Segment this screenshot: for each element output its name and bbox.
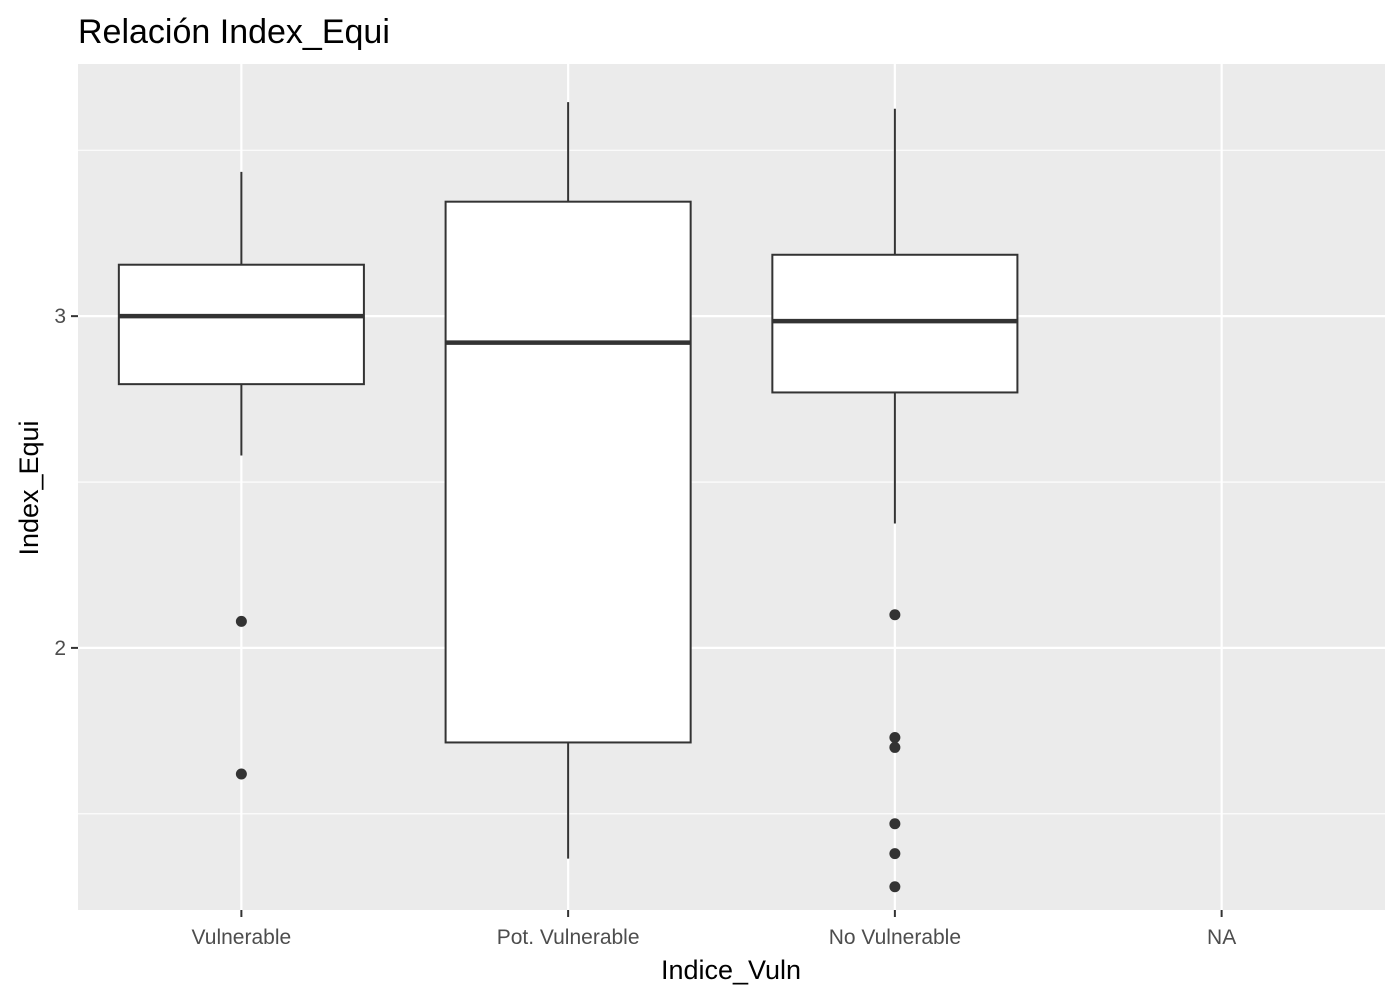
y-tick-label: 2: [54, 637, 66, 660]
outlier-point: [235, 615, 247, 627]
x-tick-label: Vulnerable: [192, 926, 292, 949]
outlier-point: [889, 731, 901, 743]
x-tick-label: NA: [1207, 926, 1236, 949]
outlier-point: [889, 609, 901, 621]
outlier-point: [889, 881, 901, 893]
y-tick-label: 3: [54, 305, 66, 328]
x-axis: Vulnerable Pot. Vulnerable No Vulnerable NA: [192, 910, 1236, 949]
x-axis-title: Indice_Vuln: [661, 955, 801, 985]
y-axis: 23: [54, 305, 78, 660]
x-tick-label: No Vulnerable: [829, 926, 961, 949]
plot-panel: [78, 64, 1385, 910]
box: [444, 200, 692, 744]
chart-title: Relación Index_Equi: [78, 13, 390, 51]
box: [117, 263, 365, 386]
outlier-point: [889, 848, 901, 860]
minor-gridlines: [78, 149, 1385, 815]
y-axis-title: Index_Equi: [14, 420, 44, 555]
box: [771, 253, 1019, 394]
outlier-point: [889, 741, 901, 753]
outlier-point: [235, 768, 247, 780]
box-marks: [117, 102, 1019, 893]
outlier-point: [889, 818, 901, 830]
x-tick-label: Pot. Vulnerable: [497, 926, 640, 949]
